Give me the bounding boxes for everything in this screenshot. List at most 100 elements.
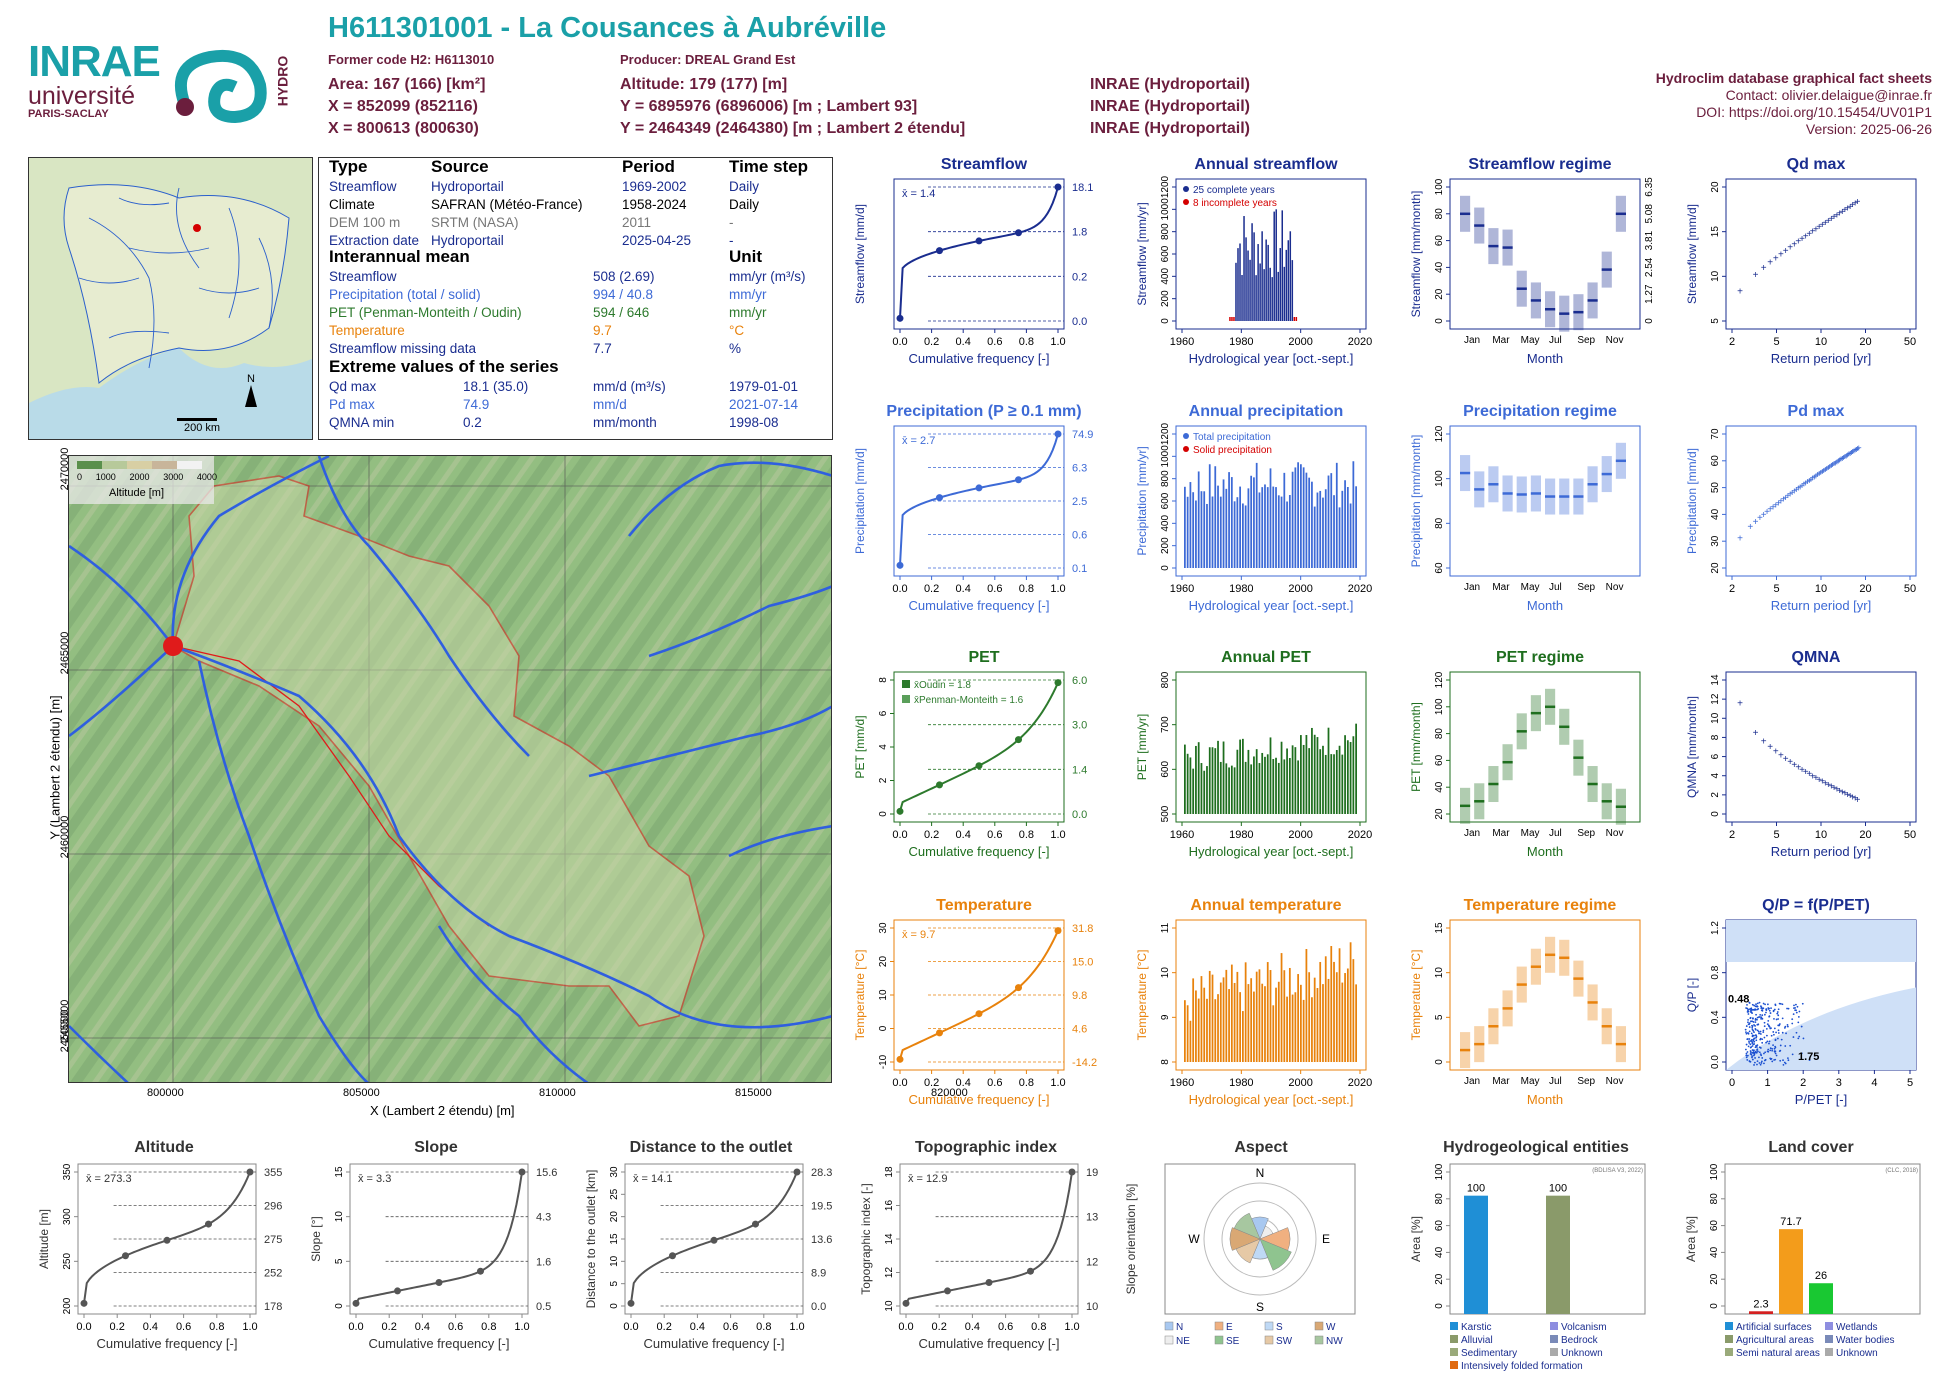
qp-point bbox=[1746, 1011, 1749, 1013]
qp-point bbox=[1800, 1052, 1803, 1055]
return-period-point: + bbox=[1842, 452, 1848, 463]
qp-point bbox=[1745, 1025, 1748, 1027]
return-period-point: + bbox=[1821, 466, 1827, 477]
altitude-quantile-point bbox=[163, 1236, 171, 1244]
temperature-xlabel: Cumulative frequency [-] bbox=[909, 1092, 1050, 1107]
return-period-point: + bbox=[1839, 207, 1845, 218]
y-tick-label: 14 bbox=[1710, 674, 1721, 686]
qp-point bbox=[1749, 1046, 1752, 1049]
y-tick-label: 0 bbox=[878, 1025, 889, 1031]
return-period-point: + bbox=[1831, 783, 1837, 794]
return-period-point: + bbox=[1795, 762, 1801, 773]
annual_precipitation-ylabel: Precipitation [mm/yr] bbox=[1135, 446, 1149, 555]
qp-point bbox=[1766, 1040, 1769, 1043]
qp-point bbox=[1751, 1042, 1754, 1045]
annual-bar bbox=[1283, 970, 1286, 1062]
qp-point bbox=[1760, 1005, 1762, 1008]
qp-point bbox=[1753, 1053, 1756, 1056]
annual-bar bbox=[1297, 462, 1299, 568]
annual-bar bbox=[1355, 723, 1357, 814]
qp-point bbox=[1801, 1002, 1804, 1005]
aspect-ring bbox=[1203, 1182, 1317, 1296]
annual-bar bbox=[1293, 317, 1296, 321]
x-tick-label: 0.8 bbox=[481, 1321, 496, 1333]
entity-bar bbox=[1464, 1195, 1488, 1314]
annual-bar bbox=[1283, 266, 1286, 321]
month-label: Nov bbox=[1606, 1076, 1624, 1087]
return-period-point: + bbox=[1839, 787, 1845, 798]
return-period-point: + bbox=[1806, 476, 1812, 487]
month-label: Jul bbox=[1549, 582, 1562, 593]
annual-bar bbox=[1291, 994, 1294, 1062]
month-label: Nov bbox=[1606, 582, 1624, 593]
table-row-step: - bbox=[729, 233, 734, 248]
x-tick-label: 50 bbox=[1904, 829, 1916, 841]
mean-row-label: Streamflow bbox=[329, 269, 397, 284]
annual-bar bbox=[1217, 485, 1219, 568]
legend-label: Unknown bbox=[1561, 1348, 1603, 1359]
right-tick-label: 355 bbox=[264, 1167, 282, 1179]
aspect-direction-label: S bbox=[1256, 1300, 1264, 1314]
return-period-point: + bbox=[1753, 517, 1759, 528]
source-3: INRAE (Hydroportail) bbox=[1090, 120, 1250, 137]
y-tick-label: 350 bbox=[62, 1163, 73, 1180]
return-period-point: + bbox=[1767, 742, 1773, 753]
legend-label: Volcanism bbox=[1561, 1322, 1607, 1333]
qp-point bbox=[1763, 1013, 1766, 1016]
return-period-point: + bbox=[1773, 747, 1779, 758]
qp-point bbox=[1800, 1025, 1803, 1028]
annual-bar bbox=[1186, 496, 1189, 568]
qp-point bbox=[1745, 1031, 1747, 1034]
qp-point bbox=[1770, 1027, 1772, 1030]
annual-bar bbox=[1236, 971, 1239, 1062]
temperature_regime-xlabel: Month bbox=[1527, 1092, 1563, 1107]
mean-row-value: 9.7 bbox=[593, 323, 612, 338]
qp-point bbox=[1748, 1026, 1751, 1028]
return-period-point: + bbox=[1806, 229, 1812, 240]
mean-row-value: 994 / 40.8 bbox=[593, 287, 654, 302]
bar-value-label: 26 bbox=[1815, 1270, 1827, 1282]
altitude-mean-label: x̄ = 273.3 bbox=[86, 1173, 132, 1185]
topo-quantile-point bbox=[902, 1299, 910, 1307]
y-tick-label: 25 bbox=[609, 1188, 620, 1200]
annual-bar bbox=[1184, 1000, 1186, 1062]
hydrogeo-title: Hydrogeological entities bbox=[1443, 1139, 1629, 1156]
return-period-point: + bbox=[1850, 200, 1856, 211]
annual-bar bbox=[1200, 976, 1203, 1062]
precipitation_regime-title: Precipitation regime bbox=[1463, 403, 1617, 420]
annual-bar bbox=[1308, 477, 1311, 568]
month-label: Mar bbox=[1492, 1076, 1510, 1087]
return-period-point: + bbox=[1783, 754, 1789, 765]
qp-point bbox=[1793, 1004, 1795, 1007]
pet-quantile-point bbox=[975, 762, 983, 770]
legend-swatch bbox=[1183, 446, 1189, 452]
x-tick-label: 0.2 bbox=[924, 336, 939, 348]
qp-point bbox=[1752, 1043, 1755, 1046]
x-tick-label: 2 bbox=[1729, 829, 1735, 841]
return-period-point: + bbox=[1803, 478, 1809, 489]
qp-point bbox=[1749, 1051, 1752, 1054]
qp-point bbox=[1752, 1051, 1755, 1054]
x-tick-label: 5 bbox=[1773, 336, 1779, 348]
return-period-point: + bbox=[1791, 240, 1797, 251]
annual-bar bbox=[1203, 491, 1206, 568]
altitude-ylabel: Altitude [m] bbox=[37, 1209, 51, 1269]
qmna-chart: QMNA Return period [yr] QMNA [mm/month] 2 5 1… bbox=[1685, 649, 1917, 859]
annual-bar bbox=[1316, 492, 1319, 568]
qp-point bbox=[1773, 1047, 1776, 1050]
outlet-marker-icon bbox=[163, 636, 183, 656]
paris-saclay-wordmark: PARIS-SACLAY bbox=[28, 108, 109, 120]
y-tick-label: 8 bbox=[1160, 1059, 1171, 1065]
y-tick-label: 15 bbox=[1434, 922, 1445, 934]
y-tick-label: 0 bbox=[334, 1303, 345, 1309]
y-tick-label: 80 bbox=[1709, 1193, 1720, 1205]
y-tick-label: 40 bbox=[1434, 261, 1445, 273]
qp-point bbox=[1797, 1021, 1800, 1024]
month-label: Nov bbox=[1606, 335, 1624, 346]
map-ytick: 2465000 bbox=[59, 631, 71, 675]
th-extreme-values: Extreme values of the series bbox=[329, 357, 559, 376]
streamflow-quantile-point bbox=[936, 247, 943, 255]
slope-frame bbox=[349, 1163, 529, 1315]
streamflow-ylabel: Streamflow [mm/d] bbox=[853, 204, 867, 304]
